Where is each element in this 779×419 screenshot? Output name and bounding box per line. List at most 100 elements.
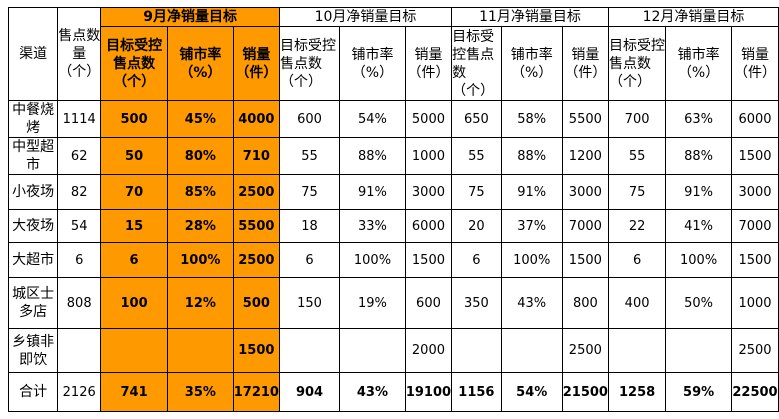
- table-row: 乡镇非即饮 1500 2000 2500 2500: [7, 328, 779, 373]
- channel-cell: 中型超市: [7, 137, 59, 175]
- sales-volume-cell: 710: [232, 137, 280, 175]
- coverage-rate-cell: 59%: [665, 372, 732, 412]
- coverage-rate-cell: 91%: [339, 174, 406, 210]
- channel-cell: 大夜场: [7, 209, 59, 243]
- sales-volume-cell: 2000: [404, 328, 453, 373]
- sales-volume-cell: 22500: [730, 372, 779, 412]
- sales-volume-cell: 21500: [561, 372, 609, 412]
- target-outlets-cell: 500: [100, 100, 168, 138]
- target-outlets-cell: 22: [607, 209, 667, 243]
- target-outlets-cell: 904: [278, 372, 341, 412]
- table-row: 小夜场 82 70 85% 2500 75 91% 3000 75 91% 3000 75 91% 300…: [7, 174, 779, 210]
- coverage-rate-cell: 43%: [339, 372, 406, 412]
- sales-volume-cell: 3000: [561, 174, 609, 210]
- target-outlets-cell: 1258: [607, 372, 667, 412]
- target-outlets-cell: [451, 328, 502, 373]
- header-sales-volume: 销量（件）: [730, 26, 779, 101]
- header-month-11: 11月净销量目标: [451, 7, 609, 27]
- target-outlets-cell: 150: [278, 277, 341, 329]
- outlet-count-cell: 54: [57, 209, 102, 243]
- coverage-rate-cell: 91%: [665, 174, 732, 210]
- sales-volume-cell: 6000: [730, 100, 779, 138]
- target-outlets-cell: 75: [607, 174, 667, 210]
- sales-volume-cell: 1500: [404, 242, 453, 278]
- target-outlets-cell: 18: [278, 209, 341, 243]
- coverage-rate-cell: 35%: [166, 372, 234, 412]
- coverage-rate-cell: [665, 328, 732, 373]
- coverage-rate-cell: 45%: [166, 100, 234, 138]
- target-outlets-cell: 50: [100, 137, 168, 175]
- sales-volume-cell: 5000: [404, 100, 453, 138]
- sales-volume-cell: 1500: [561, 242, 609, 278]
- channel-cell: 大超市: [7, 242, 59, 278]
- target-outlets-cell: 20: [451, 209, 502, 243]
- outlet-count-cell: 1114: [57, 100, 102, 138]
- sales-volume-cell: 2500: [561, 328, 609, 373]
- sales-volume-cell: 19100: [404, 372, 453, 412]
- header-channel: 渠道: [7, 7, 59, 101]
- outlet-count-cell: 2126: [57, 372, 102, 412]
- sales-volume-cell: 1500: [232, 328, 280, 373]
- header-row-months: 渠道 售点数量（个） 9月净销量目标 10月净销量目标 11月净销量目标 12月…: [7, 7, 779, 101]
- coverage-rate-cell: 88%: [665, 137, 732, 175]
- header-target-outlets: 目标受控售点数（个）: [607, 26, 667, 101]
- target-outlets-cell: 1156: [451, 372, 502, 412]
- header-row-metrics: 目标受控售点数（个） 铺市率（%） 销量（件） 目标受控售点数（个） 铺市率（%） 销量（…: [9, 26, 779, 101]
- header-target-outlets: 目标受控售点数（个）: [100, 26, 168, 101]
- header-month-9: 9月净销量目标: [100, 7, 280, 27]
- channel-cell: 乡镇非即饮: [7, 328, 59, 373]
- table-row: 城区士多店 808 100 12% 500 150 19% 600 350 43% 800 400 50…: [7, 277, 779, 329]
- coverage-rate-cell: 41%: [665, 209, 732, 243]
- sales-volume-cell: 500: [232, 277, 280, 329]
- header-coverage-rate: 铺市率（%）: [500, 26, 563, 101]
- channel-cell: 城区士多店: [7, 277, 59, 329]
- target-outlets-cell: 6: [100, 242, 168, 278]
- sales-volume-cell: 2500: [232, 242, 280, 278]
- target-outlets-cell: [607, 328, 667, 373]
- target-outlets-cell: 741: [100, 372, 168, 412]
- outlet-count-cell: [57, 328, 102, 373]
- coverage-rate-cell: 19%: [339, 277, 406, 329]
- coverage-rate-cell: 100%: [665, 242, 732, 278]
- header-sales-volume: 销量（件）: [404, 26, 453, 101]
- sales-volume-cell: 17210: [232, 372, 280, 412]
- coverage-rate-cell: 50%: [665, 277, 732, 329]
- sales-volume-cell: 5500: [232, 209, 280, 243]
- coverage-rate-cell: 43%: [500, 277, 563, 329]
- sales-volume-cell: 6000: [404, 209, 453, 243]
- target-outlets-cell: 75: [278, 174, 341, 210]
- coverage-rate-cell: 54%: [339, 100, 406, 138]
- sales-volume-cell: 4000: [232, 100, 280, 138]
- sales-volume-cell: 2500: [730, 328, 779, 373]
- target-outlets-cell: 75: [451, 174, 502, 210]
- coverage-rate-cell: 54%: [500, 372, 563, 412]
- coverage-rate-cell: 28%: [166, 209, 234, 243]
- coverage-rate-cell: 33%: [339, 209, 406, 243]
- sales-volume-cell: 2500: [232, 174, 280, 210]
- table-row: 中餐烧烤 1114 500 45% 4000 600 54% 5000 650 58% 5500 70…: [7, 100, 779, 138]
- target-outlets-cell: [278, 328, 341, 373]
- coverage-rate-cell: 100%: [500, 242, 563, 278]
- channel-cell: 合计: [7, 372, 59, 412]
- coverage-rate-cell: [500, 328, 563, 373]
- table-row: 大超市 6 6 100% 2500 6 100% 1500 6 100% 1500 6 100% 1500: [7, 242, 779, 278]
- coverage-rate-cell: 63%: [665, 100, 732, 138]
- sales-volume-cell: 1000: [404, 137, 453, 175]
- target-outlets-cell: 6: [278, 242, 341, 278]
- header-coverage-rate: 铺市率（%）: [166, 26, 234, 101]
- header-target-outlets: 目标受控售点数（个）: [451, 26, 502, 101]
- sales-volume-cell: 1500: [730, 137, 779, 175]
- target-outlets-cell: 100: [100, 277, 168, 329]
- header-sales-volume: 销量（件）: [561, 26, 609, 101]
- target-outlets-cell: 55: [607, 137, 667, 175]
- header-sales-volume: 销量（件）: [232, 26, 280, 101]
- table-row: 中型超市 62 50 80% 710 55 88% 1000 55 88% 1200 55 88% 150…: [7, 137, 779, 175]
- header-target-outlets: 目标受控售点数（个）: [278, 26, 341, 101]
- sales-volume-cell: 7000: [561, 209, 609, 243]
- sales-target-table: 渠道 售点数量（个） 9月净销量目标 10月净销量目标 11月净销量目标 12月…: [7, 7, 779, 412]
- target-outlets-cell: 400: [607, 277, 667, 329]
- coverage-rate-cell: 12%: [166, 277, 234, 329]
- coverage-rate-cell: 85%: [166, 174, 234, 210]
- target-outlets-cell: 650: [451, 100, 502, 138]
- coverage-rate-cell: 88%: [339, 137, 406, 175]
